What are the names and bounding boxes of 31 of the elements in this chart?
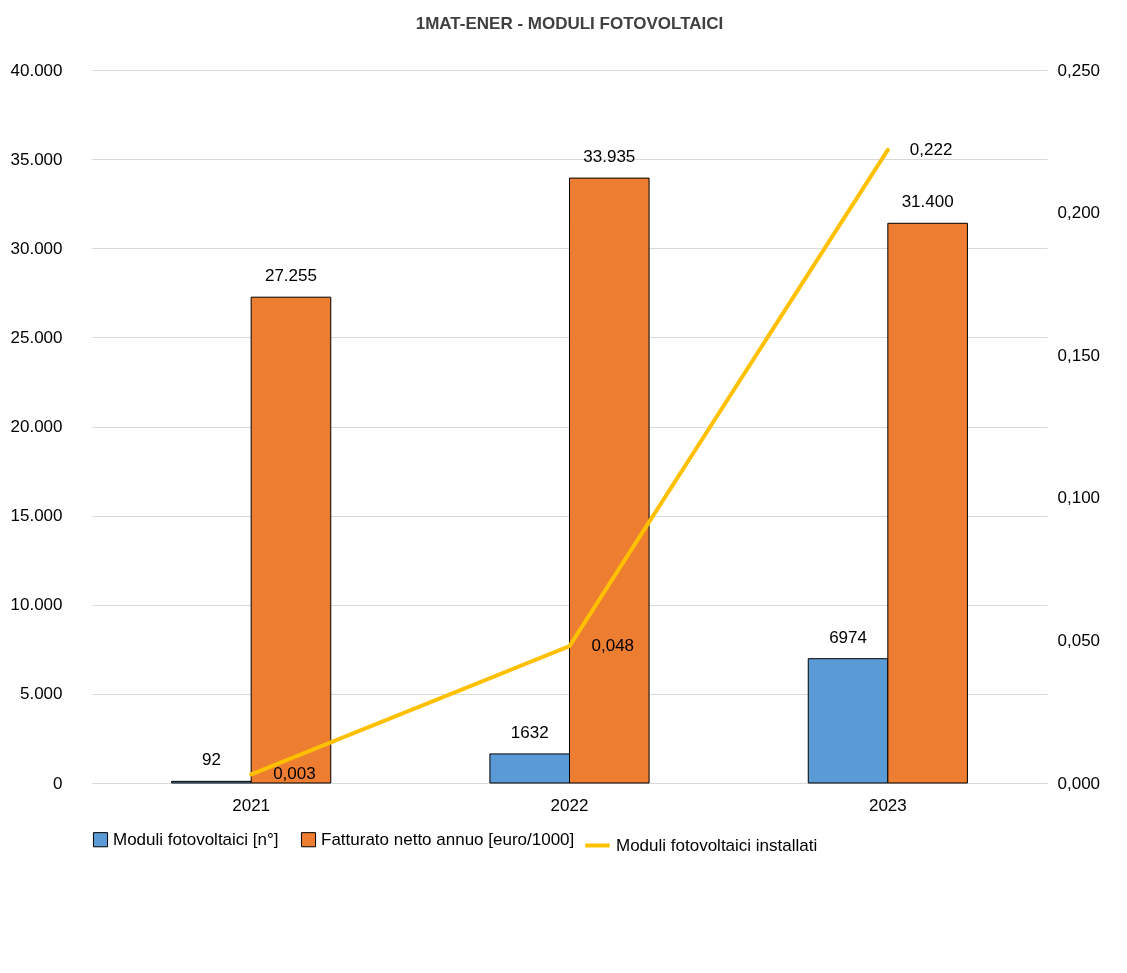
data-label: 1632 xyxy=(510,722,549,742)
x-tick-label: 2022 xyxy=(550,795,589,815)
y2-tick-label: 0,250 xyxy=(1057,60,1101,80)
y-tick-label: 20.000 xyxy=(10,417,63,436)
y-tick-label: 15.000 xyxy=(10,506,63,526)
y-tick-label: 25.000 xyxy=(10,327,63,347)
data-label: 6974 xyxy=(829,627,867,647)
y-tick-label: 10.000 xyxy=(10,595,63,615)
data-label: 0,222 xyxy=(909,139,953,159)
data-label: 92 xyxy=(201,750,221,770)
data-label: 33.935 xyxy=(583,147,636,167)
x-tick-label: 2023 xyxy=(868,795,907,815)
y-tick-label: 0 xyxy=(53,773,63,793)
data-label: 31.400 xyxy=(901,192,954,212)
y-tick-label: 40.000 xyxy=(10,60,63,80)
y-tick-label: 30.000 xyxy=(10,238,63,258)
y2-tick-label: 0,200 xyxy=(1057,203,1101,223)
data-label: 27.255 xyxy=(264,266,317,286)
legend-label: Moduli fotovoltaici installati xyxy=(616,835,818,855)
legend-label: Fatturato netto annuo [euro/1000] xyxy=(321,829,575,849)
x-tick-label: 2021 xyxy=(232,795,271,815)
y2-tick-label: 0,000 xyxy=(1057,773,1101,793)
y2-tick-label: 0,100 xyxy=(1057,488,1101,508)
y2-tick-label: 0,150 xyxy=(1057,345,1101,365)
legend-label: Moduli fotovoltaici [n°] xyxy=(113,829,279,849)
y-tick-label: 5.000 xyxy=(19,684,63,704)
data-label: 0,003 xyxy=(273,764,316,784)
y-tick-label: 35.000 xyxy=(10,149,63,169)
chart-title: 1MAT-ENER - MODULI FOTOVOLTAICI xyxy=(415,14,724,33)
data-label: 0,048 xyxy=(591,636,635,656)
y2-tick-label: 0,050 xyxy=(1057,630,1101,650)
